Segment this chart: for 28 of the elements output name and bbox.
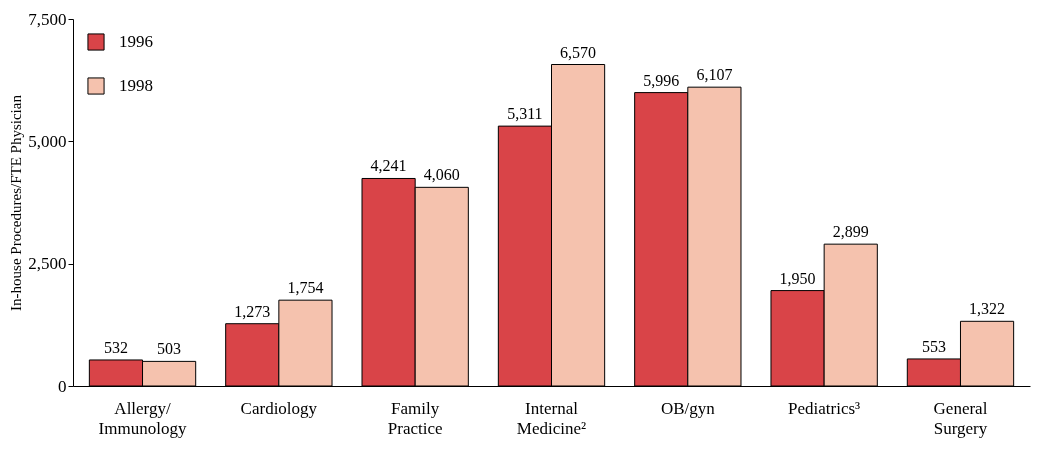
- data-label: 532: [103, 338, 128, 356]
- y-tick-label: 0: [58, 376, 67, 396]
- data-label: 1,322: [969, 300, 1006, 318]
- x-tick-label: Pediatrics³: [788, 398, 861, 418]
- data-label: 553: [921, 337, 946, 355]
- x-tick-label: Cardiology: [240, 398, 318, 418]
- x-tick-label: General Surgery: [933, 398, 988, 438]
- x-tick-label: Allergy/ Immunology: [98, 398, 187, 438]
- y-tick-label: 5,000: [28, 131, 67, 151]
- data-label: 5,311: [507, 105, 543, 123]
- y-tick-label: 2,500: [28, 254, 67, 274]
- x-tick-label: OB/gyn: [660, 398, 716, 418]
- y-axis-title: In-house Procedures/FTE Physician: [8, 94, 25, 311]
- data-label: 2,899: [832, 223, 869, 241]
- data-label: 6,570: [560, 43, 597, 61]
- data-label: 1,754: [287, 279, 324, 297]
- data-label: 4,060: [423, 166, 460, 184]
- data-label: 1,273: [234, 302, 271, 320]
- x-tick-label: Family Practice: [387, 398, 443, 438]
- y-tick-label: 7,500: [28, 9, 67, 29]
- data-label: 5,996: [643, 71, 680, 89]
- data-label: 4,241: [370, 157, 407, 175]
- x-tick-label: Internal Medicine²: [516, 398, 587, 438]
- legend-label: 1998: [119, 76, 153, 95]
- data-label: 6,107: [696, 66, 733, 84]
- legend-label: 1996: [119, 32, 153, 51]
- data-label: 503: [157, 340, 182, 358]
- data-label: 1,950: [779, 269, 816, 287]
